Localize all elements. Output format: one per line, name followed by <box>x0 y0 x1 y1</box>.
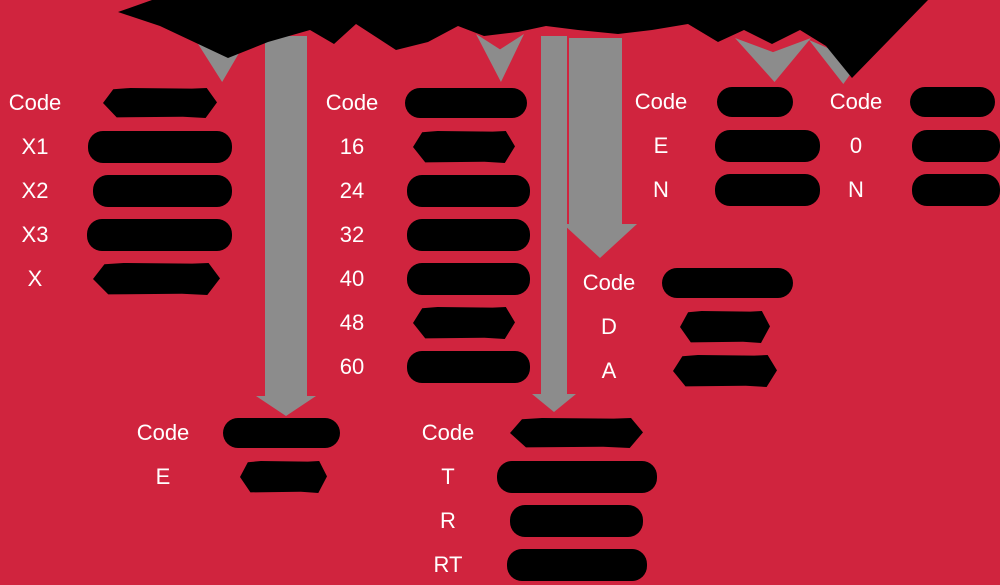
table-row: R <box>413 499 657 543</box>
redacted-text <box>912 174 1000 206</box>
table-row: 32 <box>317 213 530 257</box>
redacted-text <box>93 263 220 295</box>
table-row: E <box>128 455 340 499</box>
redacted-text <box>912 130 1000 162</box>
code-column-header: Code <box>325 90 379 115</box>
code-value: 60 <box>339 354 365 379</box>
code-column-header: Code <box>8 90 62 115</box>
table-right-first: Code E N <box>626 80 820 212</box>
redacted-text <box>910 87 995 117</box>
code-value: X1 <box>21 134 49 159</box>
redacted-text <box>407 219 530 251</box>
redacted-text <box>223 418 340 448</box>
table-header-row: Code <box>626 80 820 124</box>
code-value: D <box>601 314 617 339</box>
arrow-shaft-to-da-table <box>569 38 622 226</box>
table-left-type: Code X1 X2 X3 X <box>0 81 232 301</box>
redacted-text <box>103 88 217 118</box>
table-middle-da: Code D A <box>574 261 793 393</box>
code-value: E <box>653 133 669 158</box>
table-size-number: Code 16 24 32 40 48 60 <box>317 81 530 389</box>
redacted-text <box>240 461 327 493</box>
code-column-header: Code <box>136 420 190 445</box>
code-column-header: Code <box>421 420 475 445</box>
table-header-row: Code <box>413 411 657 455</box>
redacted-text <box>507 549 647 581</box>
redacted-text <box>413 307 515 339</box>
redacted-text <box>87 219 232 251</box>
table-bottom-middle: Code T R RT <box>413 411 657 585</box>
redacted-text <box>510 418 643 448</box>
table-row: D <box>574 305 793 349</box>
table-row: 40 <box>317 257 530 301</box>
redacted-text <box>717 87 793 117</box>
table-row: N <box>821 168 1000 212</box>
code-value: RT <box>433 552 463 577</box>
code-value: 24 <box>339 178 365 203</box>
table-row: 48 <box>317 301 530 345</box>
code-column-header: Code <box>582 270 636 295</box>
table-right-second: Code 0 N <box>821 80 1000 212</box>
code-column-header: Code <box>829 89 883 114</box>
table-row: X <box>0 257 232 301</box>
table-row: 16 <box>317 125 530 169</box>
code-value: 40 <box>339 266 365 291</box>
redacted-text <box>680 311 770 343</box>
redacted-text <box>93 175 232 207</box>
redacted-text <box>497 461 657 493</box>
redacted-text <box>715 130 820 162</box>
table-row: E <box>626 124 820 168</box>
arrow-to-size-table-icon <box>476 34 524 82</box>
code-value: 0 <box>849 133 863 158</box>
code-column-header: Code <box>634 89 688 114</box>
redacted-text <box>715 174 820 206</box>
table-header-row: Code <box>0 81 232 125</box>
arrow-shaft-to-bottom-middle-table <box>541 36 567 396</box>
code-value: N <box>653 177 669 202</box>
redacted-text <box>407 175 530 207</box>
redacted-text <box>407 263 530 295</box>
arrowhead-to-da-table-icon <box>563 224 637 258</box>
table-row: N <box>626 168 820 212</box>
arrowhead-to-bottom-middle-table-icon <box>532 394 576 412</box>
redacted-text <box>405 88 527 118</box>
table-row: X2 <box>0 169 232 213</box>
table-header-row: Code <box>574 261 793 305</box>
redacted-text <box>662 268 793 298</box>
table-bottom-left: Code E <box>128 411 340 499</box>
redacted-text <box>510 505 643 537</box>
code-value: 32 <box>339 222 365 247</box>
table-row: A <box>574 349 793 393</box>
code-value: N <box>848 177 864 202</box>
code-value: X3 <box>21 222 49 247</box>
table-header-row: Code <box>317 81 530 125</box>
arrow-shaft-to-bottom-left-table <box>265 36 307 398</box>
code-value: E <box>155 464 171 489</box>
arrow-to-right-first-table-icon <box>735 38 811 82</box>
code-value: 16 <box>339 134 365 159</box>
redacted-text <box>407 351 530 383</box>
code-value: X2 <box>21 178 49 203</box>
code-value: R <box>440 508 456 533</box>
table-header-row: Code <box>128 411 340 455</box>
code-value: 48 <box>339 310 365 335</box>
table-row: X3 <box>0 213 232 257</box>
code-value: X <box>27 266 43 291</box>
redacted-text <box>673 355 777 387</box>
table-row: 0 <box>821 124 1000 168</box>
table-row: 24 <box>317 169 530 213</box>
redacted-text <box>88 131 232 163</box>
table-row: X1 <box>0 125 232 169</box>
table-row: RT <box>413 543 657 585</box>
redacted-text <box>413 131 515 163</box>
table-row: 60 <box>317 345 530 389</box>
table-row: T <box>413 455 657 499</box>
table-header-row: Code <box>821 80 1000 124</box>
code-value: A <box>601 358 617 383</box>
code-value: T <box>441 464 455 489</box>
